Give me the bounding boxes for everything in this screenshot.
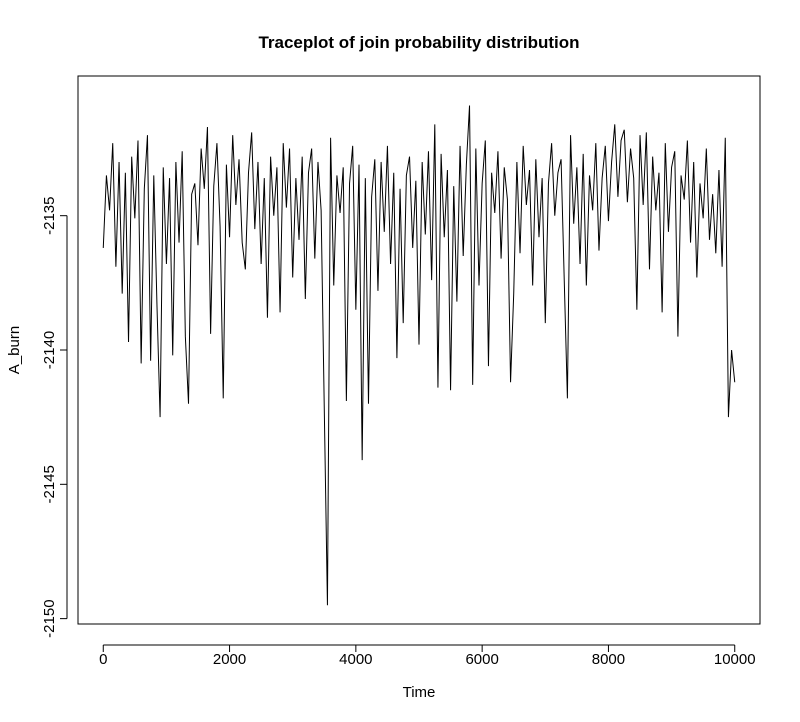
y-tick-label: -2150 xyxy=(41,599,58,637)
x-tick-label: 10000 xyxy=(714,651,756,668)
x-tick-label: 6000 xyxy=(465,651,498,668)
y-axis-label: A_burn xyxy=(6,326,23,374)
plot-frame xyxy=(77,75,761,625)
x-tick-label: 8000 xyxy=(592,651,625,668)
x-tick-label: 4000 xyxy=(339,651,372,668)
chart-title: Traceplot of join probability distributi… xyxy=(258,33,579,52)
y-tick-label: -2140 xyxy=(41,331,58,369)
x-axis-label: Time xyxy=(403,684,436,701)
x-tick-label: 0 xyxy=(99,651,107,668)
trace-line xyxy=(102,105,736,606)
x-tick-label: 2000 xyxy=(213,651,246,668)
y-tick-label: -2135 xyxy=(41,196,58,234)
y-tick-label: -2145 xyxy=(41,465,58,503)
